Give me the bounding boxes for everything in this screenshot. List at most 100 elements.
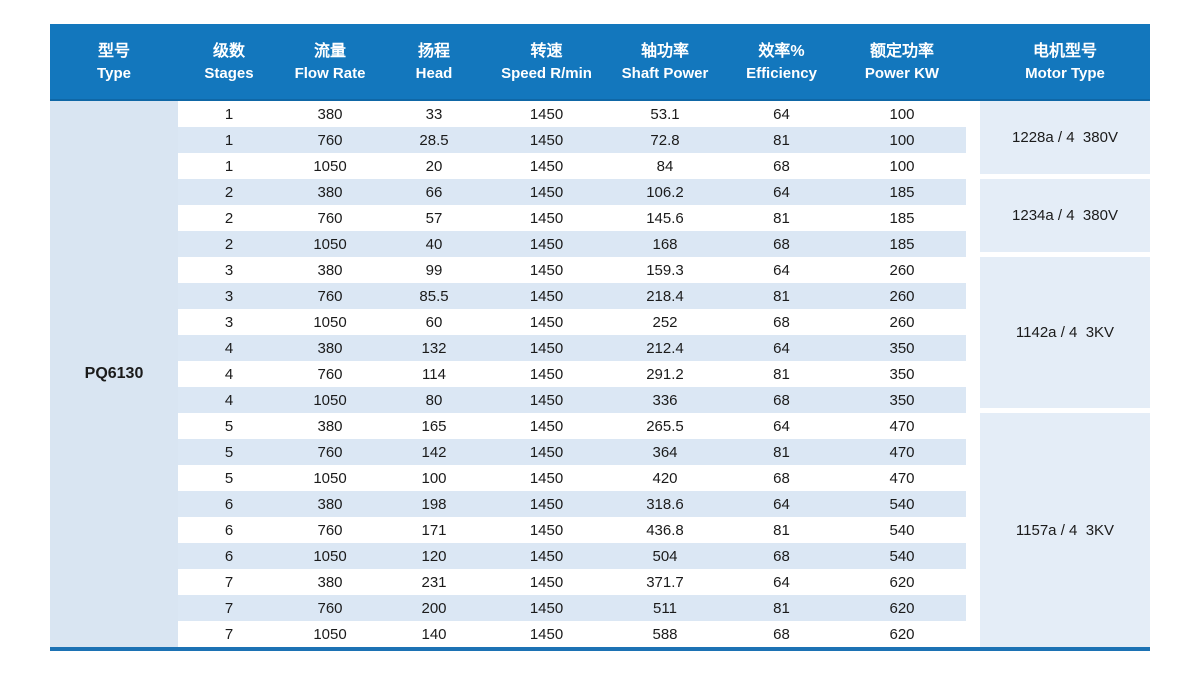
table-cell: 540 bbox=[889, 547, 915, 565]
header-head-zh: 扬程 bbox=[417, 42, 450, 60]
table-cell: 1050 bbox=[313, 625, 347, 643]
header-type: 型号 Type bbox=[50, 24, 178, 99]
table-cell: 760 bbox=[317, 365, 343, 383]
table-cell: 168 bbox=[652, 235, 678, 253]
table-cell: 81 bbox=[773, 443, 790, 461]
table-cell: 1450 bbox=[529, 495, 564, 513]
header-power-kw-en: Power KW bbox=[864, 64, 940, 82]
header-motor-type: 电机型号 Motor Type bbox=[980, 24, 1150, 99]
table-cell: 64 bbox=[773, 183, 790, 201]
table-cell: 1450 bbox=[529, 313, 564, 331]
table-cell: 380 bbox=[317, 573, 343, 591]
table-cell: 1 bbox=[224, 131, 234, 149]
table-cell: 80 bbox=[425, 391, 443, 409]
table-cell: 1450 bbox=[529, 443, 564, 461]
table-cell: 68 bbox=[773, 469, 790, 487]
header-stages-zh: 级数 bbox=[212, 42, 245, 60]
header-flow-rate: 流量 Flow Rate bbox=[280, 24, 380, 99]
table-row: 1 760 28.5 1450 72.8 81 100 bbox=[178, 127, 966, 153]
table-cell: 380 bbox=[317, 261, 343, 279]
table-cell: 100 bbox=[889, 131, 915, 149]
table-cell: 99 bbox=[425, 261, 443, 279]
table-cell: 1450 bbox=[529, 365, 564, 383]
table-cell: 350 bbox=[889, 365, 915, 383]
header-speed-zh: 转速 bbox=[530, 42, 563, 60]
header-type-en: Type bbox=[97, 64, 131, 82]
header-motor-type-en: Motor Type bbox=[1025, 64, 1105, 82]
header-efficiency: 效率% Efficiency bbox=[725, 24, 838, 99]
table-cell: 40 bbox=[425, 235, 443, 253]
table-cell: 3 bbox=[224, 261, 234, 279]
table-row: 5 380 165 1450 265.5 64 470 bbox=[178, 413, 966, 439]
table-cell: 81 bbox=[773, 599, 790, 617]
table-row: 3 380 99 1450 159.3 64 260 bbox=[178, 257, 966, 283]
table-cell: 1050 bbox=[313, 157, 347, 175]
table-cell: 64 bbox=[773, 339, 790, 357]
header-shaft-power-en: Shaft Power bbox=[621, 64, 709, 82]
header-shaft-power: 轴功率 Shaft Power bbox=[605, 24, 725, 99]
table-cell: 2 bbox=[224, 209, 234, 227]
table-cell: 33 bbox=[425, 105, 443, 123]
pump-spec-table: 型号 Type 级数 Stages 流量 Flow Rate 扬程 Head 转… bbox=[50, 24, 1150, 651]
table-cell: 68 bbox=[773, 235, 790, 253]
table-row: 4 760 114 1450 291.2 81 350 bbox=[178, 361, 966, 387]
header-head: 扬程 Head bbox=[380, 24, 488, 99]
table-cell: 64 bbox=[773, 495, 790, 513]
header-shaft-power-zh: 轴功率 bbox=[640, 42, 689, 60]
table-cell: 1 bbox=[224, 157, 234, 175]
table-cell: 1050 bbox=[313, 313, 347, 331]
table-cell: 511 bbox=[653, 599, 677, 617]
table-cell: 1450 bbox=[529, 469, 564, 487]
table-cell: 57 bbox=[425, 209, 443, 227]
motor-group: 1157a / 4 3KV bbox=[980, 413, 1150, 647]
table-cell: 380 bbox=[317, 105, 343, 123]
table-cell: 72.8 bbox=[650, 131, 680, 149]
motor-group: 1142a / 4 3KV bbox=[980, 257, 1150, 408]
table-cell: 81 bbox=[773, 131, 790, 149]
motor-group: 1228a / 4 380V bbox=[980, 101, 1150, 174]
table-cell: 336 bbox=[652, 391, 678, 409]
table-cell: 760 bbox=[317, 131, 343, 149]
table-body: PQ6130 1 380 33 1450 53.1 64 100 1 760 28.5 1450 72… bbox=[50, 101, 1150, 647]
table-cell: 64 bbox=[773, 261, 790, 279]
table-cell: 185 bbox=[889, 235, 915, 253]
table-cell: 198 bbox=[421, 495, 447, 513]
table-cell: 185 bbox=[889, 183, 915, 201]
table-cell: 100 bbox=[889, 105, 915, 123]
table-cell: 1450 bbox=[529, 157, 564, 175]
table-cell: 7 bbox=[224, 573, 234, 591]
table-cell: 1050 bbox=[313, 235, 347, 253]
table-cell: 1050 bbox=[313, 391, 347, 409]
table-cell: 20 bbox=[425, 157, 443, 175]
table-cell: 4 bbox=[224, 339, 234, 357]
table-cell: 252 bbox=[652, 313, 678, 331]
table-row: 6 380 198 1450 318.6 64 540 bbox=[178, 491, 966, 517]
table-cell: 1 bbox=[224, 105, 234, 123]
table-cell: 1050 bbox=[313, 469, 347, 487]
table-cell: 185 bbox=[889, 209, 915, 227]
table-cell: 68 bbox=[773, 313, 790, 331]
table-cell: 350 bbox=[889, 391, 915, 409]
table-cell: 1450 bbox=[529, 573, 564, 591]
table-cell: 53.1 bbox=[650, 105, 680, 123]
table-cell: 218.4 bbox=[646, 287, 684, 305]
header-stages: 级数 Stages bbox=[178, 24, 280, 99]
table-cell: 64 bbox=[773, 573, 790, 591]
table-cell: 81 bbox=[773, 287, 790, 305]
table-cell: 291.2 bbox=[646, 365, 684, 383]
table-cell: 380 bbox=[317, 339, 343, 357]
table-cell: 260 bbox=[889, 261, 915, 279]
motor-group-label: 1157a / 4 3KV bbox=[1015, 521, 1115, 539]
table-row: 5 760 142 1450 364 81 470 bbox=[178, 439, 966, 465]
table-cell: 64 bbox=[773, 417, 790, 435]
header-efficiency-en: Efficiency bbox=[746, 64, 817, 82]
table-cell: 4 bbox=[224, 391, 234, 409]
table-cell: 1450 bbox=[529, 235, 564, 253]
table-row: 2 380 66 1450 106.2 64 185 bbox=[178, 179, 966, 205]
table-cell: 436.8 bbox=[646, 521, 684, 539]
table-cell: 1450 bbox=[529, 599, 564, 617]
header-flow-rate-zh: 流量 bbox=[313, 42, 346, 60]
header-head-en: Head bbox=[415, 64, 453, 82]
header-type-zh: 型号 bbox=[97, 42, 130, 60]
table-cell: 588 bbox=[652, 625, 678, 643]
